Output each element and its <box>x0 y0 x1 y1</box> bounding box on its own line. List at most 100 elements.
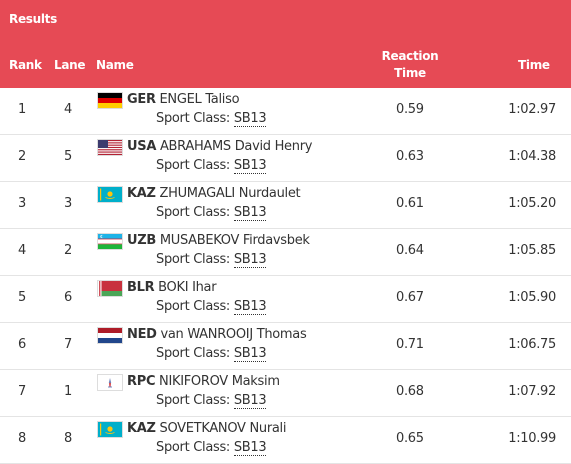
column-header-time: Time <box>518 58 550 72</box>
athlete-name[interactable]: SOVETKANOV Nurali <box>159 421 287 436</box>
athlete-name[interactable]: BOKI Ihar <box>158 280 217 295</box>
column-header-lane: Lane <box>54 58 86 72</box>
sport-class-label: Sport Class: <box>156 158 231 173</box>
lane-cell: 7 <box>64 337 72 352</box>
sport-class-value[interactable]: SB13 <box>233 111 267 127</box>
rpc-flag-icon <box>98 375 122 390</box>
kazakhstan-flag-icon <box>98 422 122 437</box>
time-cell: 1:04.38 <box>508 149 556 164</box>
time-cell: 1:05.85 <box>508 243 556 258</box>
noc-code: BLR <box>127 280 155 295</box>
column-header-reaction-line2: Time <box>394 66 426 80</box>
reaction-time-cell: 0.67 <box>396 290 424 305</box>
sport-class-value[interactable]: SB13 <box>233 205 267 221</box>
athlete-name-line: NED van WANROOIJ Thomas <box>127 327 307 342</box>
reaction-time-cell: 0.59 <box>396 102 424 117</box>
rank-cell: 6 <box>18 337 26 352</box>
column-header-name: Name <box>96 58 134 72</box>
athlete-name-line: KAZ SOVETKANOV Nurali <box>127 421 286 436</box>
time-cell: 1:05.20 <box>508 196 556 211</box>
sport-class-label: Sport Class: <box>156 252 231 267</box>
sport-class-line: Sport Class: SB13 <box>156 158 267 174</box>
athlete-name[interactable]: NIKIFOROV Maksim <box>159 374 280 389</box>
noc-code: KAZ <box>127 186 156 201</box>
rank-cell: 3 <box>18 196 26 211</box>
kazakhstan-flag-icon <box>98 187 122 202</box>
sport-class-label: Sport Class: <box>156 111 231 126</box>
sport-class-label: Sport Class: <box>156 205 231 220</box>
sport-class-value[interactable]: SB13 <box>233 440 267 456</box>
lane-cell: 1 <box>64 384 72 399</box>
athlete-name-line: UZB MUSABEKOV Firdavsbek <box>127 233 310 248</box>
athlete-name-line: USA ABRAHAMS David Henry <box>127 139 312 154</box>
reaction-time-cell: 0.63 <box>396 149 424 164</box>
column-header-rank: Rank <box>9 58 42 72</box>
athlete-name-line: RPC NIKIFOROV Maksim <box>127 374 280 389</box>
noc-code: NED <box>127 327 157 342</box>
athlete-name[interactable]: ENGEL Taliso <box>159 92 240 107</box>
sport-class-label: Sport Class: <box>156 346 231 361</box>
column-header-reaction-time: Reaction Time <box>370 48 450 82</box>
rank-cell: 5 <box>18 290 26 305</box>
table-row: 5 6 BLR BOKI Ihar Sport Class: SB13 0.67… <box>0 276 571 323</box>
lane-cell: 4 <box>64 102 72 117</box>
time-cell: 1:05.90 <box>508 290 556 305</box>
time-cell: 1:10.99 <box>508 431 556 446</box>
sport-class-line: Sport Class: SB13 <box>156 440 267 456</box>
sport-class-value[interactable]: SB13 <box>233 252 267 268</box>
noc-code: RPC <box>127 374 156 389</box>
noc-code: KAZ <box>127 421 156 436</box>
uzbekistan-flag-icon <box>98 234 122 249</box>
lane-cell: 3 <box>64 196 72 211</box>
athlete-name[interactable]: MUSABEKOV Firdavsbek <box>159 233 310 248</box>
table-row: 8 8 KAZ SOVETKANOV Nurali Sport Class: S… <box>0 417 571 464</box>
lane-cell: 2 <box>64 243 72 258</box>
germany-flag-icon <box>98 93 122 108</box>
sport-class-label: Sport Class: <box>156 440 231 455</box>
results-header: Results Rank Lane Name Reaction Time Tim… <box>0 0 571 88</box>
athlete-name-line: GER ENGEL Taliso <box>127 92 240 107</box>
rank-cell: 8 <box>18 431 26 446</box>
athlete-name[interactable]: ABRAHAMS David Henry <box>159 139 313 154</box>
sport-class-value[interactable]: SB13 <box>233 346 267 362</box>
reaction-time-cell: 0.61 <box>396 196 424 211</box>
table-row: 1 4 GER ENGEL Taliso Sport Class: SB13 0… <box>0 88 571 135</box>
table-row: 3 3 KAZ ZHUMAGALI Nurdaulet Sport Class:… <box>0 182 571 229</box>
reaction-time-cell: 0.65 <box>396 431 424 446</box>
usa-flag-icon <box>98 140 122 155</box>
sport-class-line: Sport Class: SB13 <box>156 346 267 362</box>
rank-cell: 7 <box>18 384 26 399</box>
sport-class-value[interactable]: SB13 <box>233 299 267 315</box>
rank-cell: 2 <box>18 149 26 164</box>
sport-class-value[interactable]: SB13 <box>233 158 267 174</box>
lane-cell: 6 <box>64 290 72 305</box>
noc-code: UZB <box>127 233 156 248</box>
reaction-time-cell: 0.68 <box>396 384 424 399</box>
sport-class-line: Sport Class: SB13 <box>156 205 267 221</box>
sport-class-label: Sport Class: <box>156 393 231 408</box>
noc-code: USA <box>127 139 157 154</box>
noc-code: GER <box>127 92 156 107</box>
rank-cell: 4 <box>18 243 26 258</box>
column-header-reaction-line1: Reaction <box>381 49 439 63</box>
rank-cell: 1 <box>18 102 26 117</box>
sport-class-line: Sport Class: SB13 <box>156 111 267 127</box>
reaction-time-cell: 0.64 <box>396 243 424 258</box>
athlete-name[interactable]: van WANROOIJ Thomas <box>160 327 307 342</box>
lane-cell: 8 <box>64 431 72 446</box>
table-row: 2 5 USA ABRAHAMS David Henry Sport Class… <box>0 135 571 182</box>
sport-class-line: Sport Class: SB13 <box>156 252 267 268</box>
table-row: 7 1 RPC NIKIFOROV Maksim Sport Class: SB… <box>0 370 571 417</box>
reaction-time-cell: 0.71 <box>396 337 424 352</box>
table-row: 4 2 UZB MUSABEKOV Firdavsbek Sport Class… <box>0 229 571 276</box>
athlete-name-line: BLR BOKI Ihar <box>127 280 217 295</box>
time-cell: 1:06.75 <box>508 337 556 352</box>
netherlands-flag-icon <box>98 328 122 343</box>
athlete-name[interactable]: ZHUMAGALI Nurdaulet <box>159 186 301 201</box>
athlete-name-line: KAZ ZHUMAGALI Nurdaulet <box>127 186 301 201</box>
sport-class-label: Sport Class: <box>156 299 231 314</box>
sport-class-line: Sport Class: SB13 <box>156 393 267 409</box>
belarus-flag-icon <box>98 281 122 296</box>
sport-class-line: Sport Class: SB13 <box>156 299 267 315</box>
sport-class-value[interactable]: SB13 <box>233 393 267 409</box>
